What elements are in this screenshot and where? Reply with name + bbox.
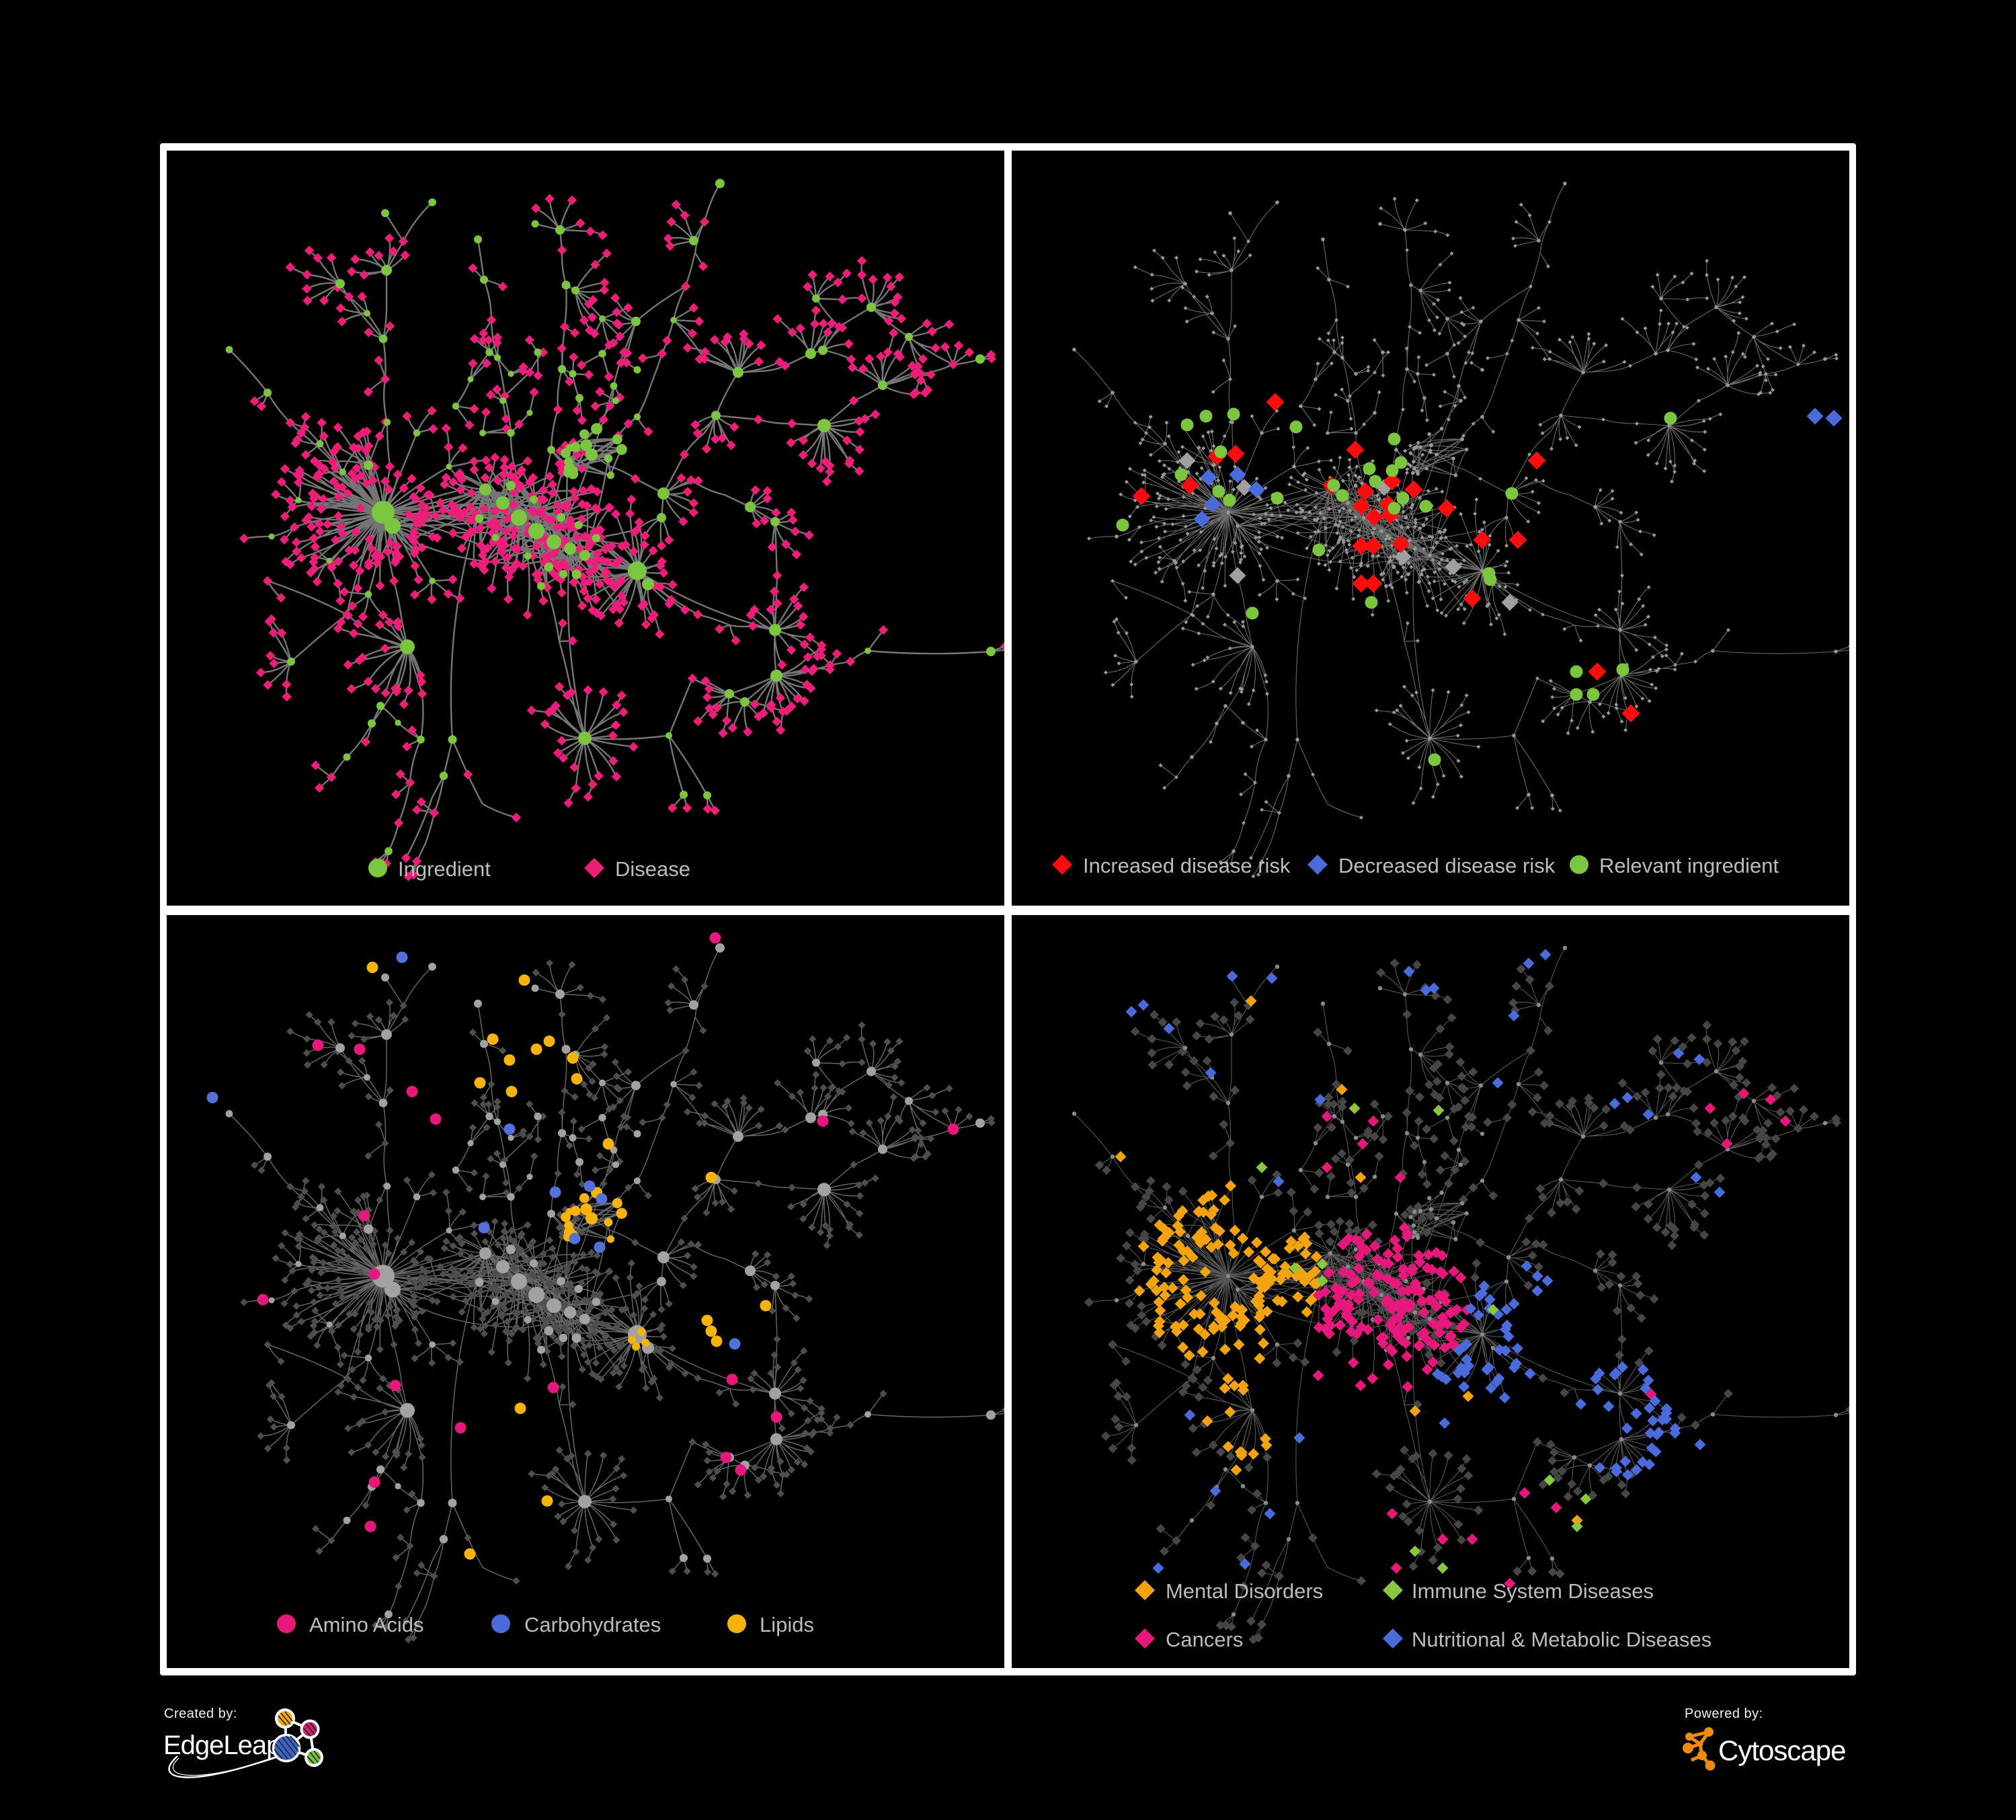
svg-text:Cancers: Cancers: [1166, 1628, 1243, 1651]
svg-text:Ingredient: Ingredient: [398, 857, 491, 881]
svg-text:Increased disease risk: Increased disease risk: [1083, 854, 1291, 877]
svg-text:Disease: Disease: [615, 857, 690, 881]
svg-text:Amino Acids: Amino Acids: [309, 1613, 424, 1636]
svg-text:Nutritional & Metabolic Diseas: Nutritional & Metabolic Diseases: [1412, 1628, 1711, 1651]
svg-text:Carbohydrates: Carbohydrates: [524, 1613, 661, 1636]
svg-text:Immune System Diseases: Immune System Diseases: [1412, 1579, 1654, 1603]
svg-text:Relevant ingredient: Relevant ingredient: [1599, 854, 1779, 877]
svg-text:Mental Disorders: Mental Disorders: [1166, 1579, 1323, 1603]
svg-text:Decreased disease risk: Decreased disease risk: [1338, 854, 1556, 877]
svg-text:Lipids: Lipids: [760, 1613, 814, 1636]
